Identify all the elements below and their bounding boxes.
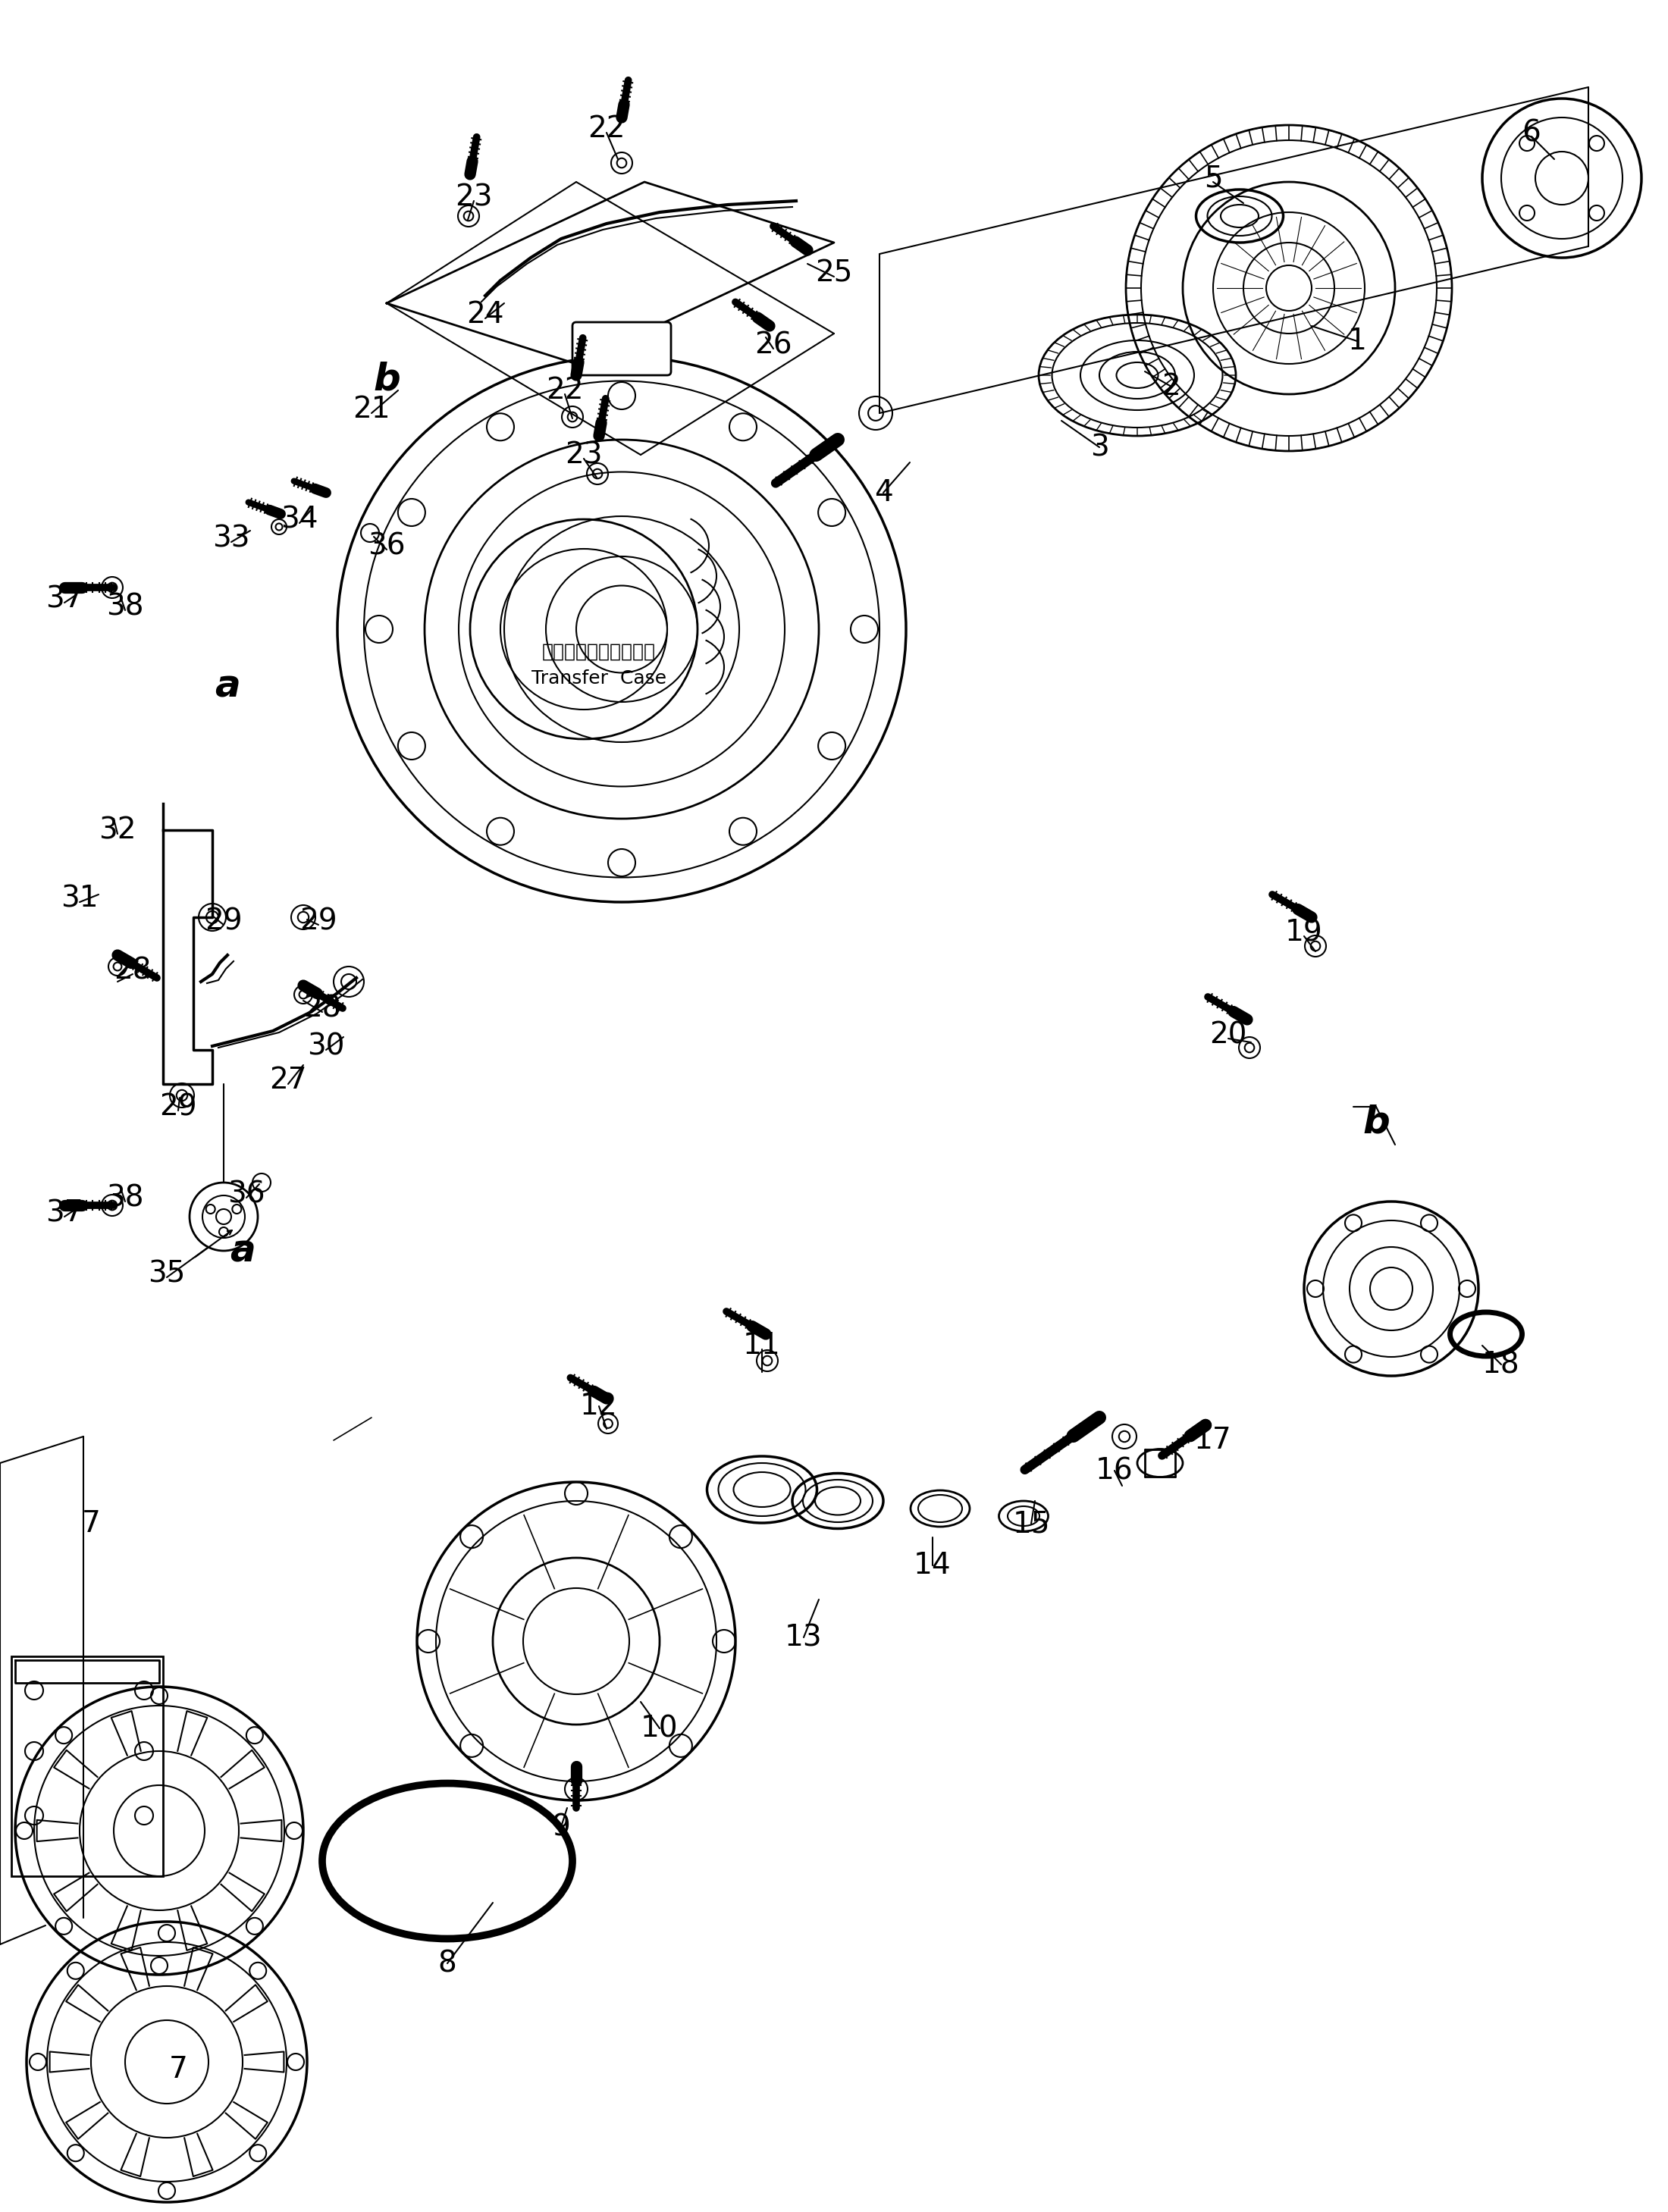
Text: 23: 23 — [565, 440, 602, 469]
Text: トランスファーケース: トランスファーケース — [542, 644, 656, 661]
Text: 18: 18 — [1483, 1349, 1520, 1378]
Text: b: b — [374, 361, 400, 398]
Text: 33: 33 — [212, 524, 250, 553]
Text: 5: 5 — [1204, 164, 1223, 192]
Text: 36: 36 — [369, 531, 405, 560]
Text: 16: 16 — [1096, 1455, 1133, 1484]
Text: 36: 36 — [227, 1179, 265, 1208]
Text: 6: 6 — [1523, 117, 1541, 146]
Text: 7: 7 — [168, 2055, 187, 2084]
Text: 25: 25 — [816, 259, 852, 288]
Text: 28: 28 — [113, 956, 152, 984]
Text: 1: 1 — [1348, 327, 1366, 356]
Text: a: a — [215, 668, 240, 703]
Text: 24: 24 — [467, 301, 504, 330]
Text: 37: 37 — [45, 1199, 83, 1228]
Text: 32: 32 — [98, 816, 137, 845]
Text: 12: 12 — [580, 1391, 617, 1420]
Text: 19: 19 — [1286, 918, 1323, 947]
Text: 4: 4 — [874, 478, 892, 507]
FancyBboxPatch shape — [572, 323, 671, 376]
Text: 22: 22 — [545, 376, 584, 405]
Text: 20: 20 — [1209, 1020, 1248, 1048]
Text: 10: 10 — [641, 1714, 679, 1743]
Text: 31: 31 — [60, 885, 98, 914]
Text: 7: 7 — [82, 1509, 100, 1537]
Text: 13: 13 — [786, 1624, 822, 1652]
Text: 29: 29 — [205, 907, 242, 936]
Text: 3: 3 — [1089, 434, 1109, 462]
Text: 29: 29 — [160, 1093, 197, 1121]
Text: 29: 29 — [300, 907, 337, 936]
Text: a: a — [230, 1232, 255, 1270]
Text: 28: 28 — [304, 993, 340, 1022]
Text: 17: 17 — [1194, 1427, 1233, 1455]
Text: 11: 11 — [744, 1332, 781, 1360]
Text: 8: 8 — [439, 1949, 457, 1978]
Text: 38: 38 — [107, 1183, 143, 1212]
Text: 22: 22 — [587, 115, 626, 144]
Text: 26: 26 — [754, 330, 792, 358]
Text: 2: 2 — [1163, 372, 1181, 400]
Text: 27: 27 — [269, 1066, 307, 1095]
Text: 14: 14 — [914, 1551, 951, 1579]
Text: 34: 34 — [280, 504, 319, 533]
Text: 9: 9 — [552, 1812, 570, 1840]
Text: 35: 35 — [148, 1259, 185, 1287]
Text: Transfer  Case: Transfer Case — [532, 670, 667, 688]
Text: 23: 23 — [455, 184, 492, 212]
Text: 15: 15 — [1012, 1509, 1049, 1537]
Text: 21: 21 — [352, 396, 390, 425]
Text: 37: 37 — [45, 584, 83, 613]
Text: b: b — [1363, 1104, 1389, 1139]
Text: 38: 38 — [107, 593, 143, 622]
Text: 30: 30 — [307, 1031, 345, 1060]
